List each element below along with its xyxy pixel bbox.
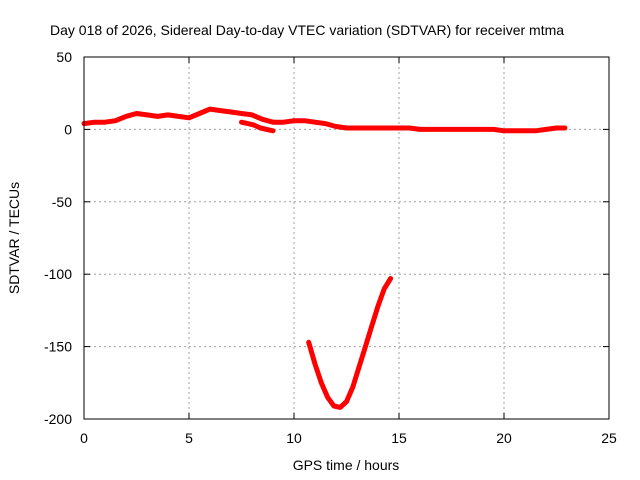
x-tick-label: 25 — [601, 430, 617, 446]
y-axis-label: SDTVAR / TECUs — [6, 182, 22, 294]
series-line-sdtvar-secondary — [239, 119, 276, 134]
y-tick-label: -150 — [44, 339, 72, 355]
series-line-sdtvar-dip — [306, 276, 394, 410]
x-tick-labels: 0 5 10 15 20 25 — [80, 430, 617, 446]
x-tick-label: 5 — [185, 430, 193, 446]
x-tick-label: 0 — [80, 430, 88, 446]
x-tick-label: 20 — [496, 430, 512, 446]
y-tick-labels: -200 -150 -100 -50 0 50 — [44, 49, 72, 427]
y-tick-label: 50 — [56, 49, 72, 65]
x-tick-label: 15 — [391, 430, 407, 446]
grid-lines — [83, 56, 610, 420]
y-tick-label: -100 — [44, 266, 72, 282]
x-tick-label: 10 — [286, 430, 302, 446]
series-line-sdtvar-main — [81, 106, 568, 134]
y-tick-label: -200 — [44, 411, 72, 427]
y-tick-label: 0 — [64, 121, 72, 137]
chart-title: Day 018 of 2026, Sidereal Day-to-day VTE… — [50, 22, 564, 38]
x-axis-label: GPS time / hours — [293, 457, 400, 473]
plot-frame — [83, 56, 610, 420]
y-tick-label: -50 — [52, 194, 72, 210]
data-series — [81, 106, 568, 410]
